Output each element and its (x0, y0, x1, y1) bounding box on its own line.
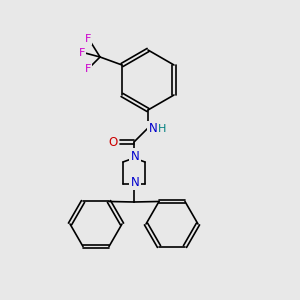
Text: H: H (158, 124, 166, 134)
Text: N: N (130, 176, 140, 188)
Text: F: F (85, 34, 91, 44)
Text: N: N (148, 122, 158, 136)
Text: N: N (130, 149, 140, 163)
Text: F: F (79, 48, 85, 58)
Text: F: F (85, 64, 91, 74)
Text: O: O (108, 136, 118, 148)
